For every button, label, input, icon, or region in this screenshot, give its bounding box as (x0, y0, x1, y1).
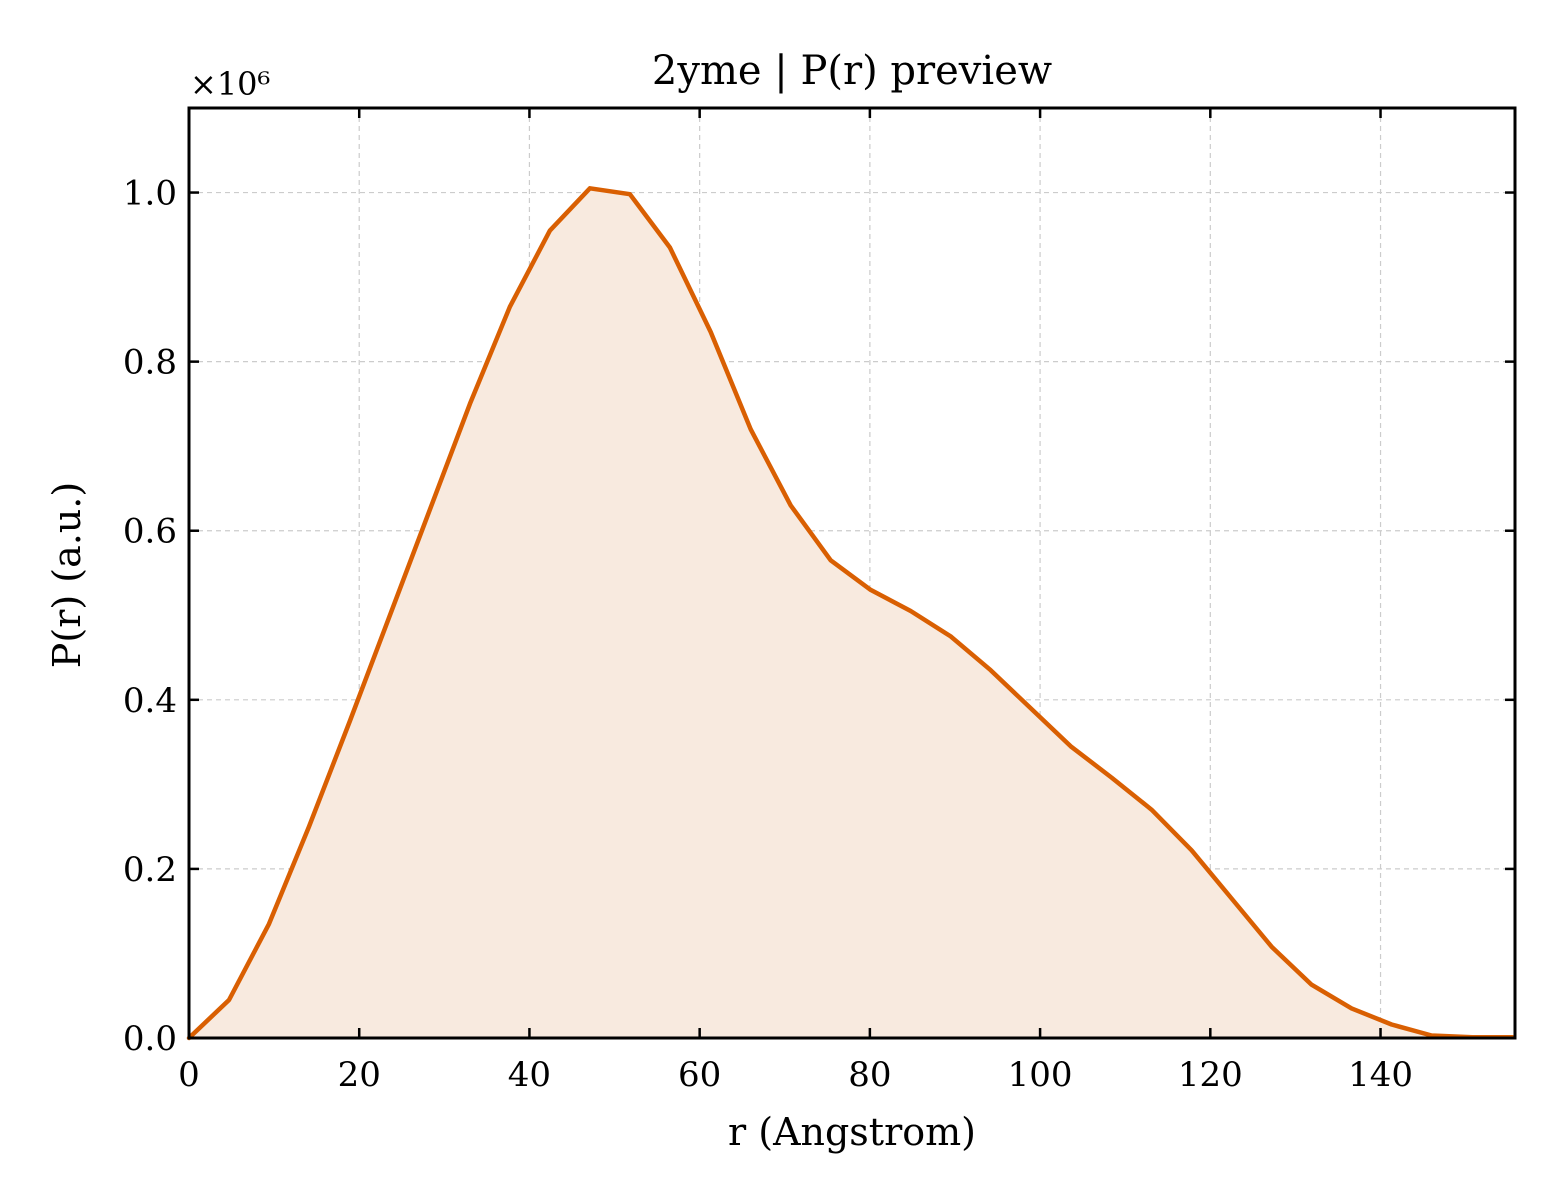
y-axis-label: P(r) (a.u.) (45, 482, 89, 668)
x-tick-label: 20 (338, 1055, 381, 1095)
tick-labels: 0 20 40 60 80 100 120 140 0.0 0.2 0.4 0.6 0.8 1.0 (123, 174, 1413, 1095)
x-tick-label: 120 (1178, 1055, 1243, 1095)
y-tick-label: 0.6 (123, 512, 177, 552)
x-tick-label: 140 (1348, 1055, 1413, 1095)
x-tick-label: 100 (1008, 1055, 1073, 1095)
y-tick-label: 0.2 (123, 850, 177, 890)
y-tick-label: 0.0 (123, 1019, 177, 1059)
pr-area-fill (189, 188, 1513, 1039)
x-tick-label: 60 (678, 1055, 721, 1095)
chart-title: 2yme | P(r) preview (652, 48, 1052, 94)
x-tick-label: 0 (178, 1055, 200, 1095)
y-tick-label: 0.8 (123, 343, 177, 383)
y-tick-label: 0.4 (123, 681, 177, 721)
y-tick-label: 1.0 (123, 174, 177, 214)
plot-frame (187, 106, 1517, 1040)
pr-curve-line (186, 186, 1515, 1041)
x-tick-label: 80 (848, 1055, 891, 1095)
x-tick-label: 40 (508, 1055, 551, 1095)
y-offset-label: ×10⁶ (190, 65, 270, 103)
axis-ticks (187, 108, 1515, 1040)
x-axis-label: r (Angstrom) (728, 1110, 976, 1154)
